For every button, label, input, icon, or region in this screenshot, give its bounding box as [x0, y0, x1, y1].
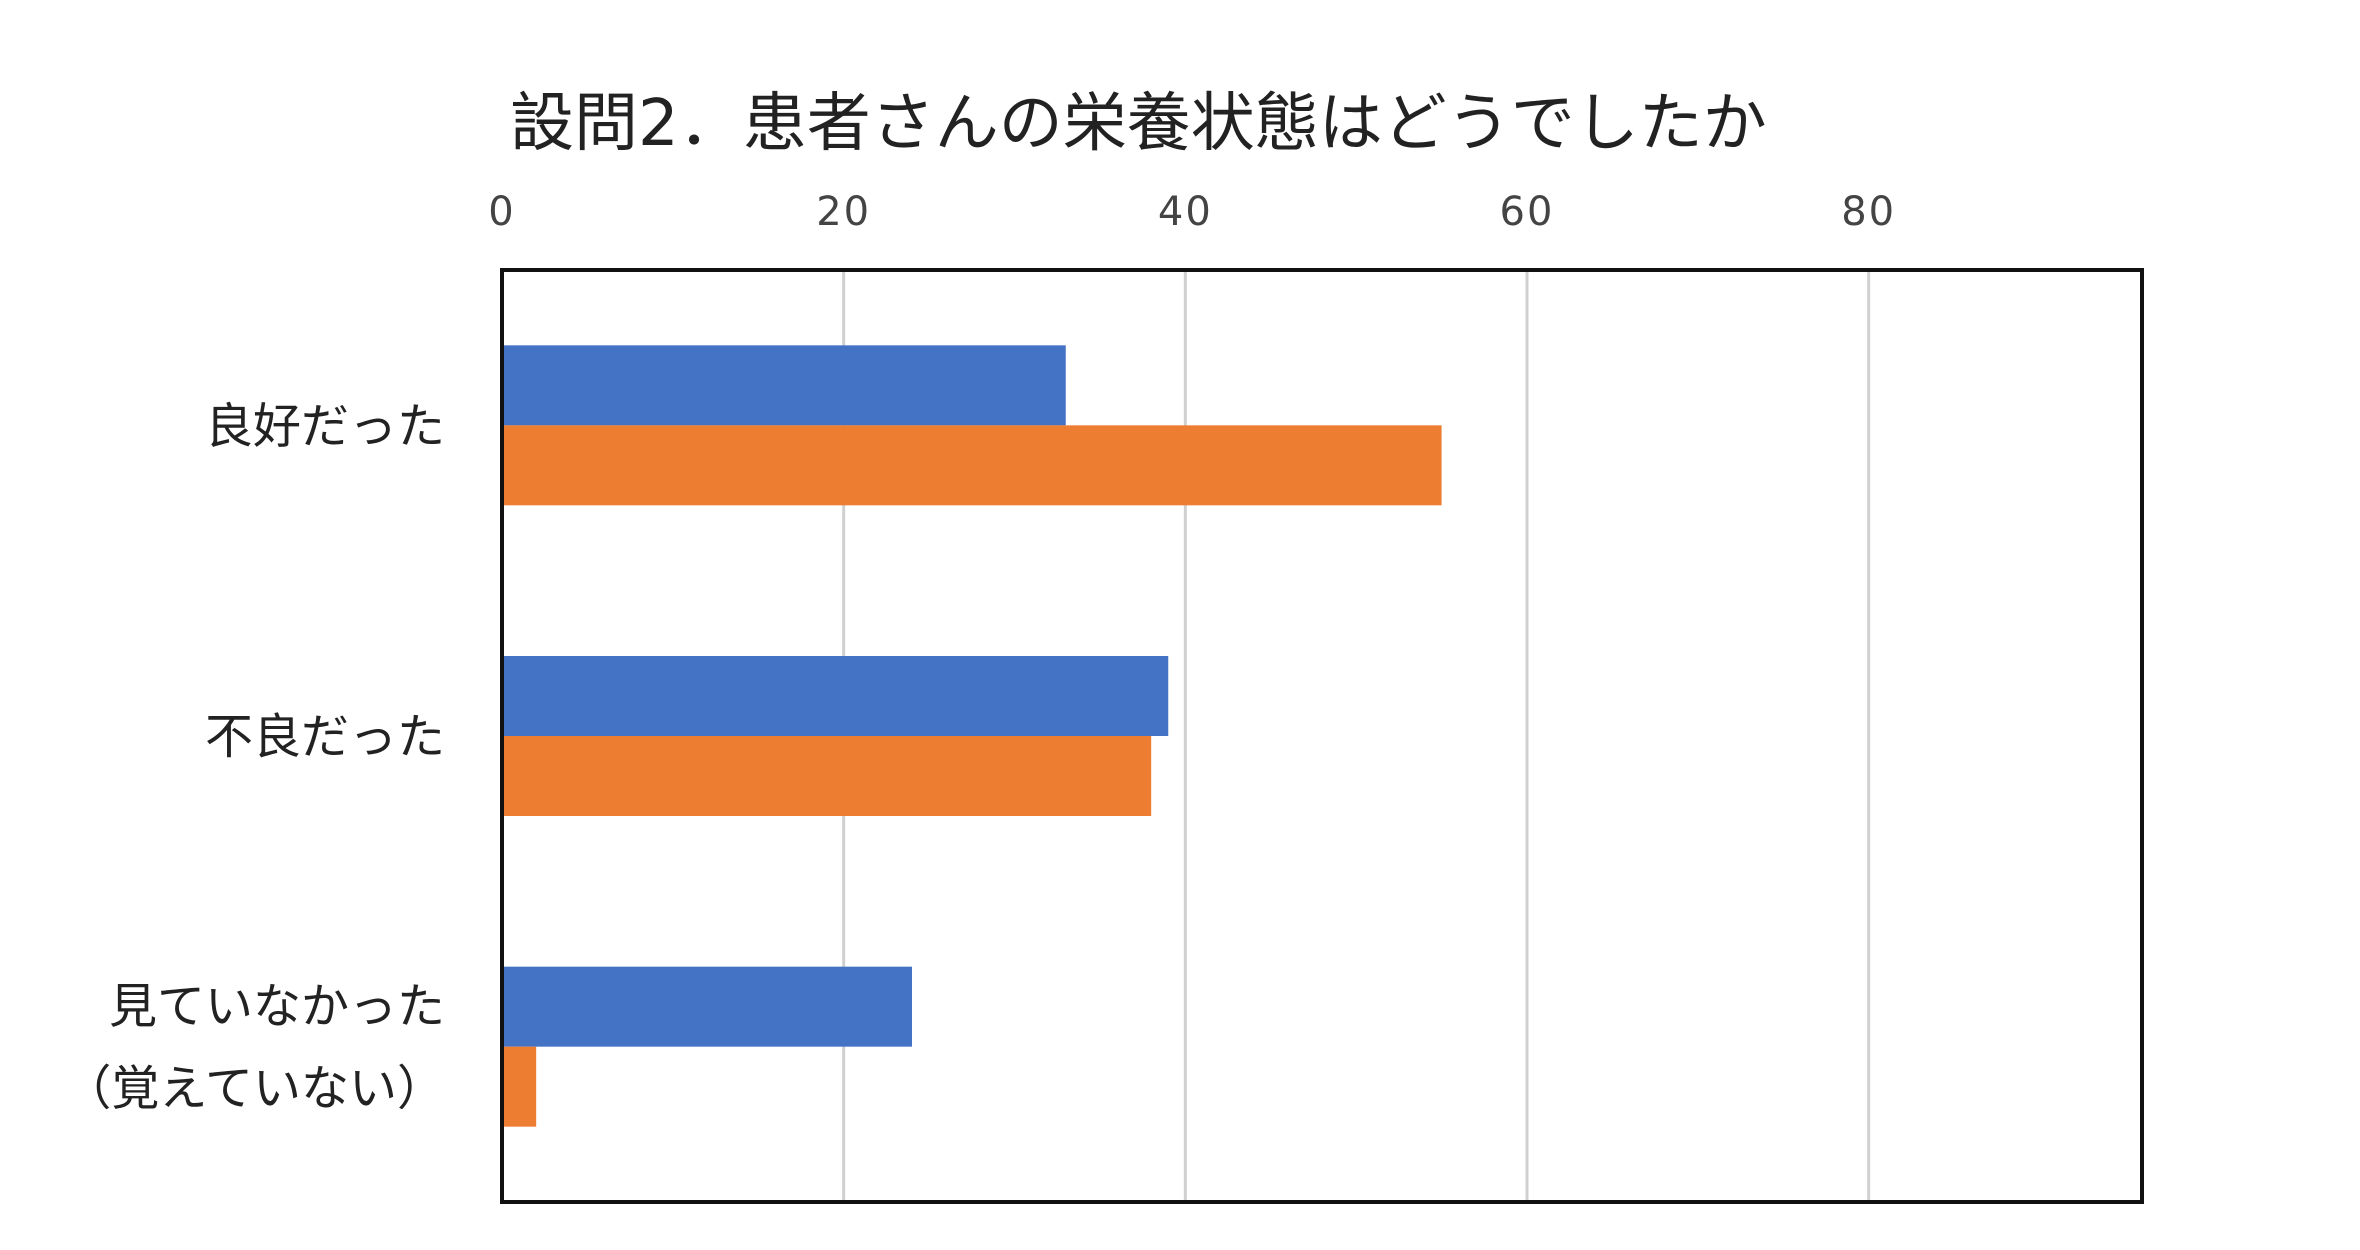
x-tick-label: 0 [488, 189, 515, 235]
chart-title: 設問2．患者さんの栄養状態はどうでしたか [510, 87, 1767, 161]
category-label: 見ていなかった [109, 979, 445, 1035]
bar-series1-cat1 [502, 345, 1066, 426]
x-tick-label: 40 [1158, 189, 1213, 235]
category-label: 良好だった [205, 398, 445, 454]
category-label: （覚えていない） [63, 1061, 445, 1117]
category-label: 不良だった [205, 709, 445, 765]
x-tick-label: 60 [1500, 189, 1555, 235]
x-tick-label: 20 [816, 189, 871, 235]
plot-frame [500, 268, 2144, 1204]
bar-series1-cat2 [502, 656, 1169, 736]
bars [502, 345, 1442, 1127]
bar-series1-cat3 [502, 966, 912, 1047]
bar-series2-cat2 [502, 736, 1152, 816]
x-axis-ticks: 0 20 40 60 80 [488, 189, 1896, 235]
x-tick-label: 80 [1841, 189, 1896, 235]
bar-series2-cat3 [502, 1046, 537, 1127]
bar-series2-cat1 [502, 425, 1442, 506]
